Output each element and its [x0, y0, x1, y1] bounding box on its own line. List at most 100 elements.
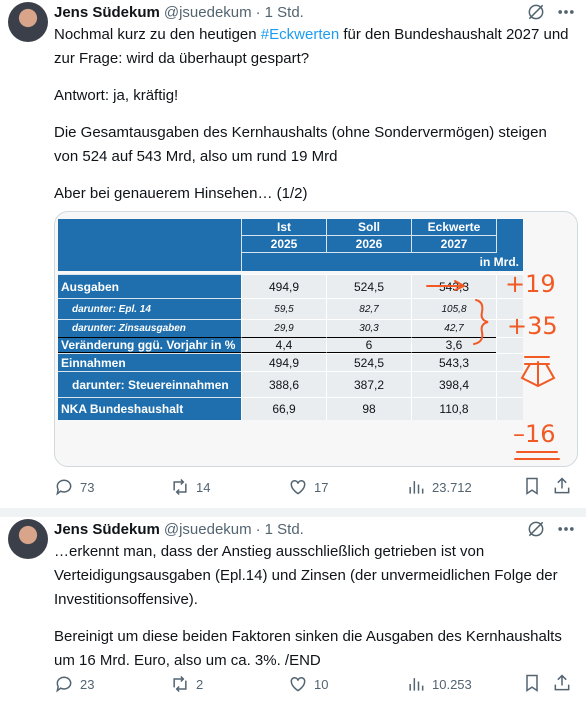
- attached-image[interactable]: Ist 2025 Soll 2026 Eckwerte 2027 in Mrd. Ausgab…: [54, 211, 578, 467]
- row-label: darunter: Steuereinnahmen: [58, 371, 241, 397]
- share-button[interactable]: [552, 476, 572, 501]
- column-header: Ist: [241, 219, 326, 236]
- table-value: 29,9: [241, 319, 326, 337]
- tweet-header: Jens Südekum @jsuedekum · 1 Std.: [54, 2, 304, 22]
- paragraph: Antwort: ja, kräftig!: [54, 84, 569, 108]
- more-button[interactable]: [556, 2, 576, 27]
- table-filler: [496, 353, 523, 371]
- text-segment: Die Gesamtausgaben des Kernhaushalts (oh…: [54, 124, 547, 165]
- icon: [56, 479, 72, 496]
- header-cell: [496, 219, 523, 253]
- table-value: 4,4: [241, 337, 326, 353]
- paragraph: Nochmal kurz zu den heutigen #Eckwerten …: [54, 23, 569, 71]
- unit-label: in Mrd.: [241, 253, 523, 271]
- table-value: 66,9: [241, 397, 326, 420]
- bookmark-button[interactable]: [522, 673, 542, 698]
- views-button[interactable]: 10.253: [406, 673, 472, 695]
- reposts-button[interactable]: 2: [170, 673, 203, 695]
- icon: [526, 674, 538, 692]
- separator-dot: ·: [255, 3, 261, 21]
- replies-button[interactable]: 73: [54, 476, 94, 498]
- author-name[interactable]: Jens Südekum: [54, 520, 160, 538]
- paragraph: Bereinigt um diese beiden Faktoren sinke…: [54, 625, 569, 673]
- table-filler: [496, 319, 523, 337]
- column-header: 2027: [411, 236, 496, 253]
- table-value: 98: [326, 397, 411, 420]
- tweet[interactable]: Jens Südekum @jsuedekum · 1 Std. …erkennt ma…: [0, 517, 586, 712]
- icon: [173, 478, 187, 496]
- icon: [290, 676, 306, 692]
- icon: [558, 527, 574, 531]
- annotation: +19: [505, 270, 556, 298]
- more-button[interactable]: [556, 519, 576, 544]
- icon: [409, 481, 424, 494]
- views-count: 10.253: [432, 676, 472, 692]
- table-filler: [496, 298, 523, 319]
- table-filler: [496, 371, 523, 397]
- tweet-header: Jens Südekum @jsuedekum · 1 Std.: [54, 519, 304, 539]
- annotation: –16: [513, 420, 556, 448]
- column-header: Eckwerte: [411, 219, 496, 236]
- tweet-text: Nochmal kurz zu den heutigen #Eckwerten …: [54, 23, 569, 219]
- text-segment: …erkennt man, dass der Anstieg ausschlie…: [54, 543, 558, 608]
- separator-dot: ·: [255, 520, 261, 538]
- text-segment: Nochmal kurz zu den heutigen: [54, 26, 261, 43]
- handle: @jsuedekum: [163, 3, 252, 21]
- grok-button[interactable]: [526, 2, 546, 27]
- share-button[interactable]: [552, 673, 572, 698]
- author-name[interactable]: Jens Südekum: [54, 3, 160, 21]
- paragraph: …erkennt man, dass der Anstieg ausschlie…: [54, 540, 569, 612]
- table-value: 42,7: [411, 319, 496, 337]
- hashtag[interactable]: #Eckwerten: [260, 26, 340, 43]
- avatar[interactable]: [8, 519, 48, 559]
- icon: [56, 676, 72, 693]
- views-count: 23.712: [432, 479, 472, 495]
- replies-count: 73: [80, 479, 95, 495]
- table-value: 494,9: [241, 353, 326, 371]
- table-value: 494,9: [241, 274, 326, 298]
- reposts-count: 2: [196, 676, 204, 692]
- paragraph: Die Gesamtausgaben des Kernhaushalts (oh…: [54, 121, 569, 169]
- column-header: 2025: [241, 236, 326, 253]
- icon: [554, 674, 570, 691]
- tweet[interactable]: Jens Südekum @jsuedekum · 1 Std. Nochmal kur…: [0, 0, 586, 508]
- table-filler: [496, 337, 523, 353]
- paragraph: Aber bei genauerem Hinsehen… (1/2): [54, 182, 569, 206]
- table-corner: [58, 219, 241, 271]
- table-value: 30,3: [326, 319, 411, 337]
- text-segment: Antwort: ja, kräftig!: [54, 87, 179, 104]
- text-segment: Bereinigt um diese beiden Faktoren sinke…: [54, 628, 562, 669]
- row-label: Ausgaben: [58, 274, 241, 298]
- timestamp: 1 Std.: [264, 3, 304, 21]
- icon: [409, 678, 424, 691]
- row-label: NKA Bundeshaushalt: [58, 397, 241, 420]
- avatar[interactable]: [8, 2, 48, 42]
- handwriting: [426, 280, 560, 460]
- icon: [290, 479, 306, 495]
- grok-button[interactable]: [526, 519, 546, 544]
- icon: [173, 675, 187, 693]
- table-value: 387,2: [326, 371, 411, 397]
- reposts-button[interactable]: 14: [170, 476, 210, 498]
- row-label: Einnahmen: [58, 353, 241, 371]
- icon: [526, 477, 538, 495]
- likes-button[interactable]: 10: [288, 673, 328, 695]
- table-value: 110,8: [411, 397, 496, 420]
- handle: @jsuedekum: [163, 520, 252, 538]
- table-value: 105,8: [411, 298, 496, 319]
- timestamp: 1 Std.: [264, 520, 304, 538]
- table-value: 543,3: [411, 353, 496, 371]
- icon: [528, 521, 544, 537]
- reposts-count: 14: [196, 479, 211, 495]
- table-value: 388,6: [241, 371, 326, 397]
- bookmark-button[interactable]: [522, 476, 542, 501]
- table-value: 3,6: [411, 337, 496, 353]
- row-label: Veränderung ggü. Vorjahr in %: [58, 337, 241, 353]
- likes-button[interactable]: 17: [288, 476, 328, 498]
- table-filler: [496, 274, 523, 298]
- divider: [0, 508, 586, 517]
- replies-button[interactable]: 23: [54, 673, 94, 695]
- likes-count: 10: [314, 676, 329, 692]
- views-button[interactable]: 23.712: [406, 476, 472, 498]
